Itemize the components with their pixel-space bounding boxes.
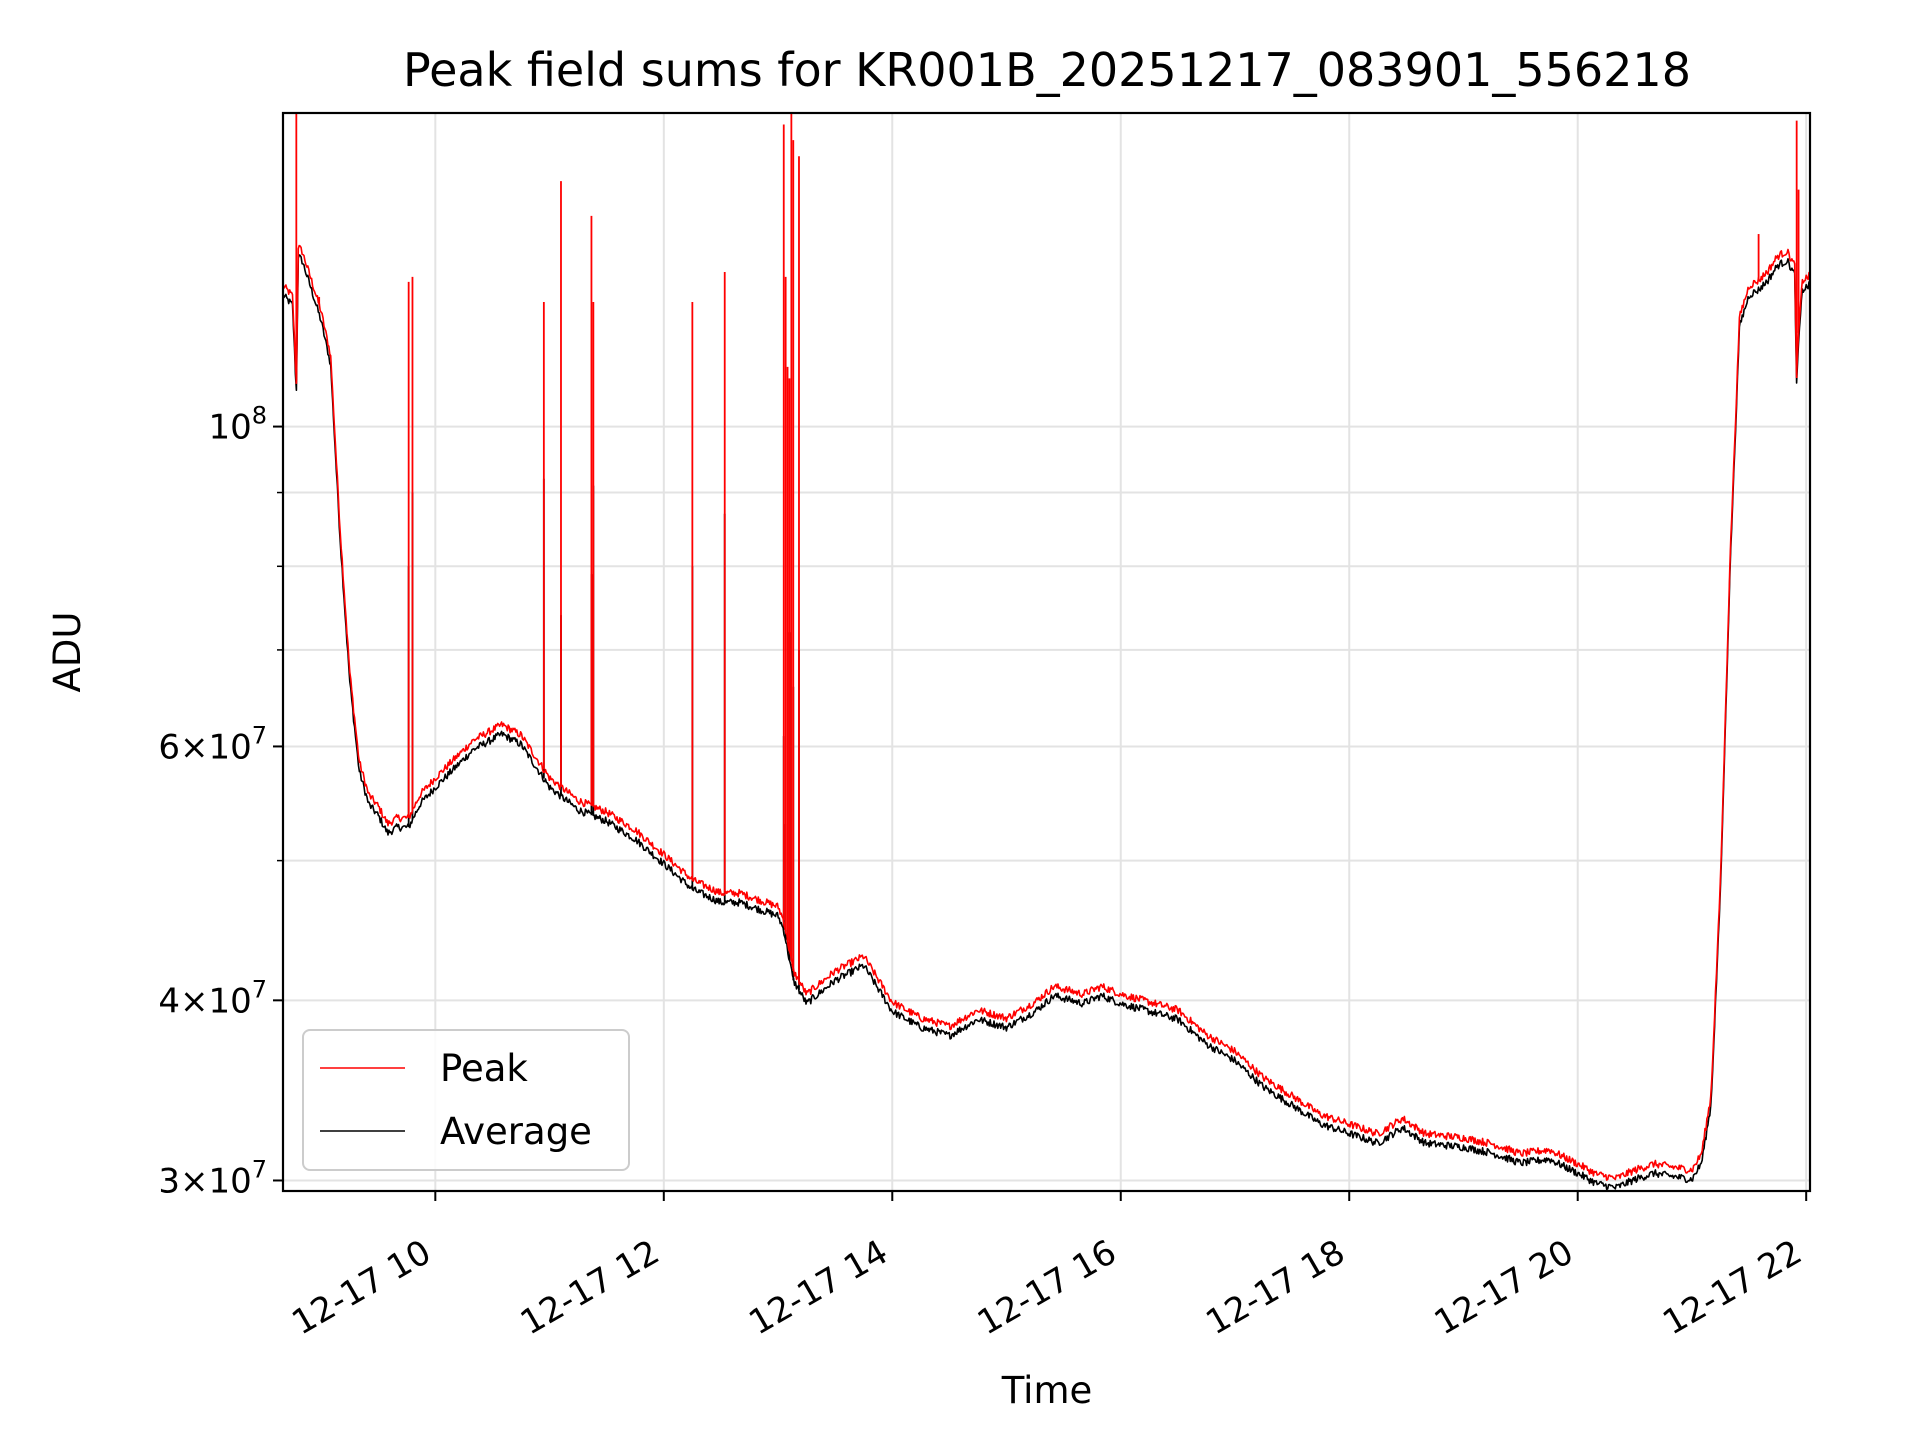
legend-label-average: Average xyxy=(440,1110,592,1153)
y-tick-label: 4×107 xyxy=(158,975,267,1021)
legend-label-peak: Peak xyxy=(440,1047,528,1090)
legend-box xyxy=(302,1029,630,1171)
series-line-peak xyxy=(282,244,1811,1181)
y-tick-label: 6×107 xyxy=(158,721,267,767)
y-axis-label: ADU xyxy=(46,612,89,693)
y-axis: 3×107 4×107 6×107 108 xyxy=(158,402,283,1201)
legend: Peak Average xyxy=(302,1029,630,1171)
series-line-average xyxy=(282,254,1811,1191)
plot-area xyxy=(282,113,1811,1191)
plot-frame xyxy=(281,111,1812,1193)
y-tick-label: 3×107 xyxy=(158,1155,267,1201)
chart-title: Peak field sums for KR001B_20251217_0839… xyxy=(403,43,1691,97)
y-tick-label: 108 xyxy=(208,402,267,448)
x-axis-label: Time xyxy=(1001,1369,1093,1412)
